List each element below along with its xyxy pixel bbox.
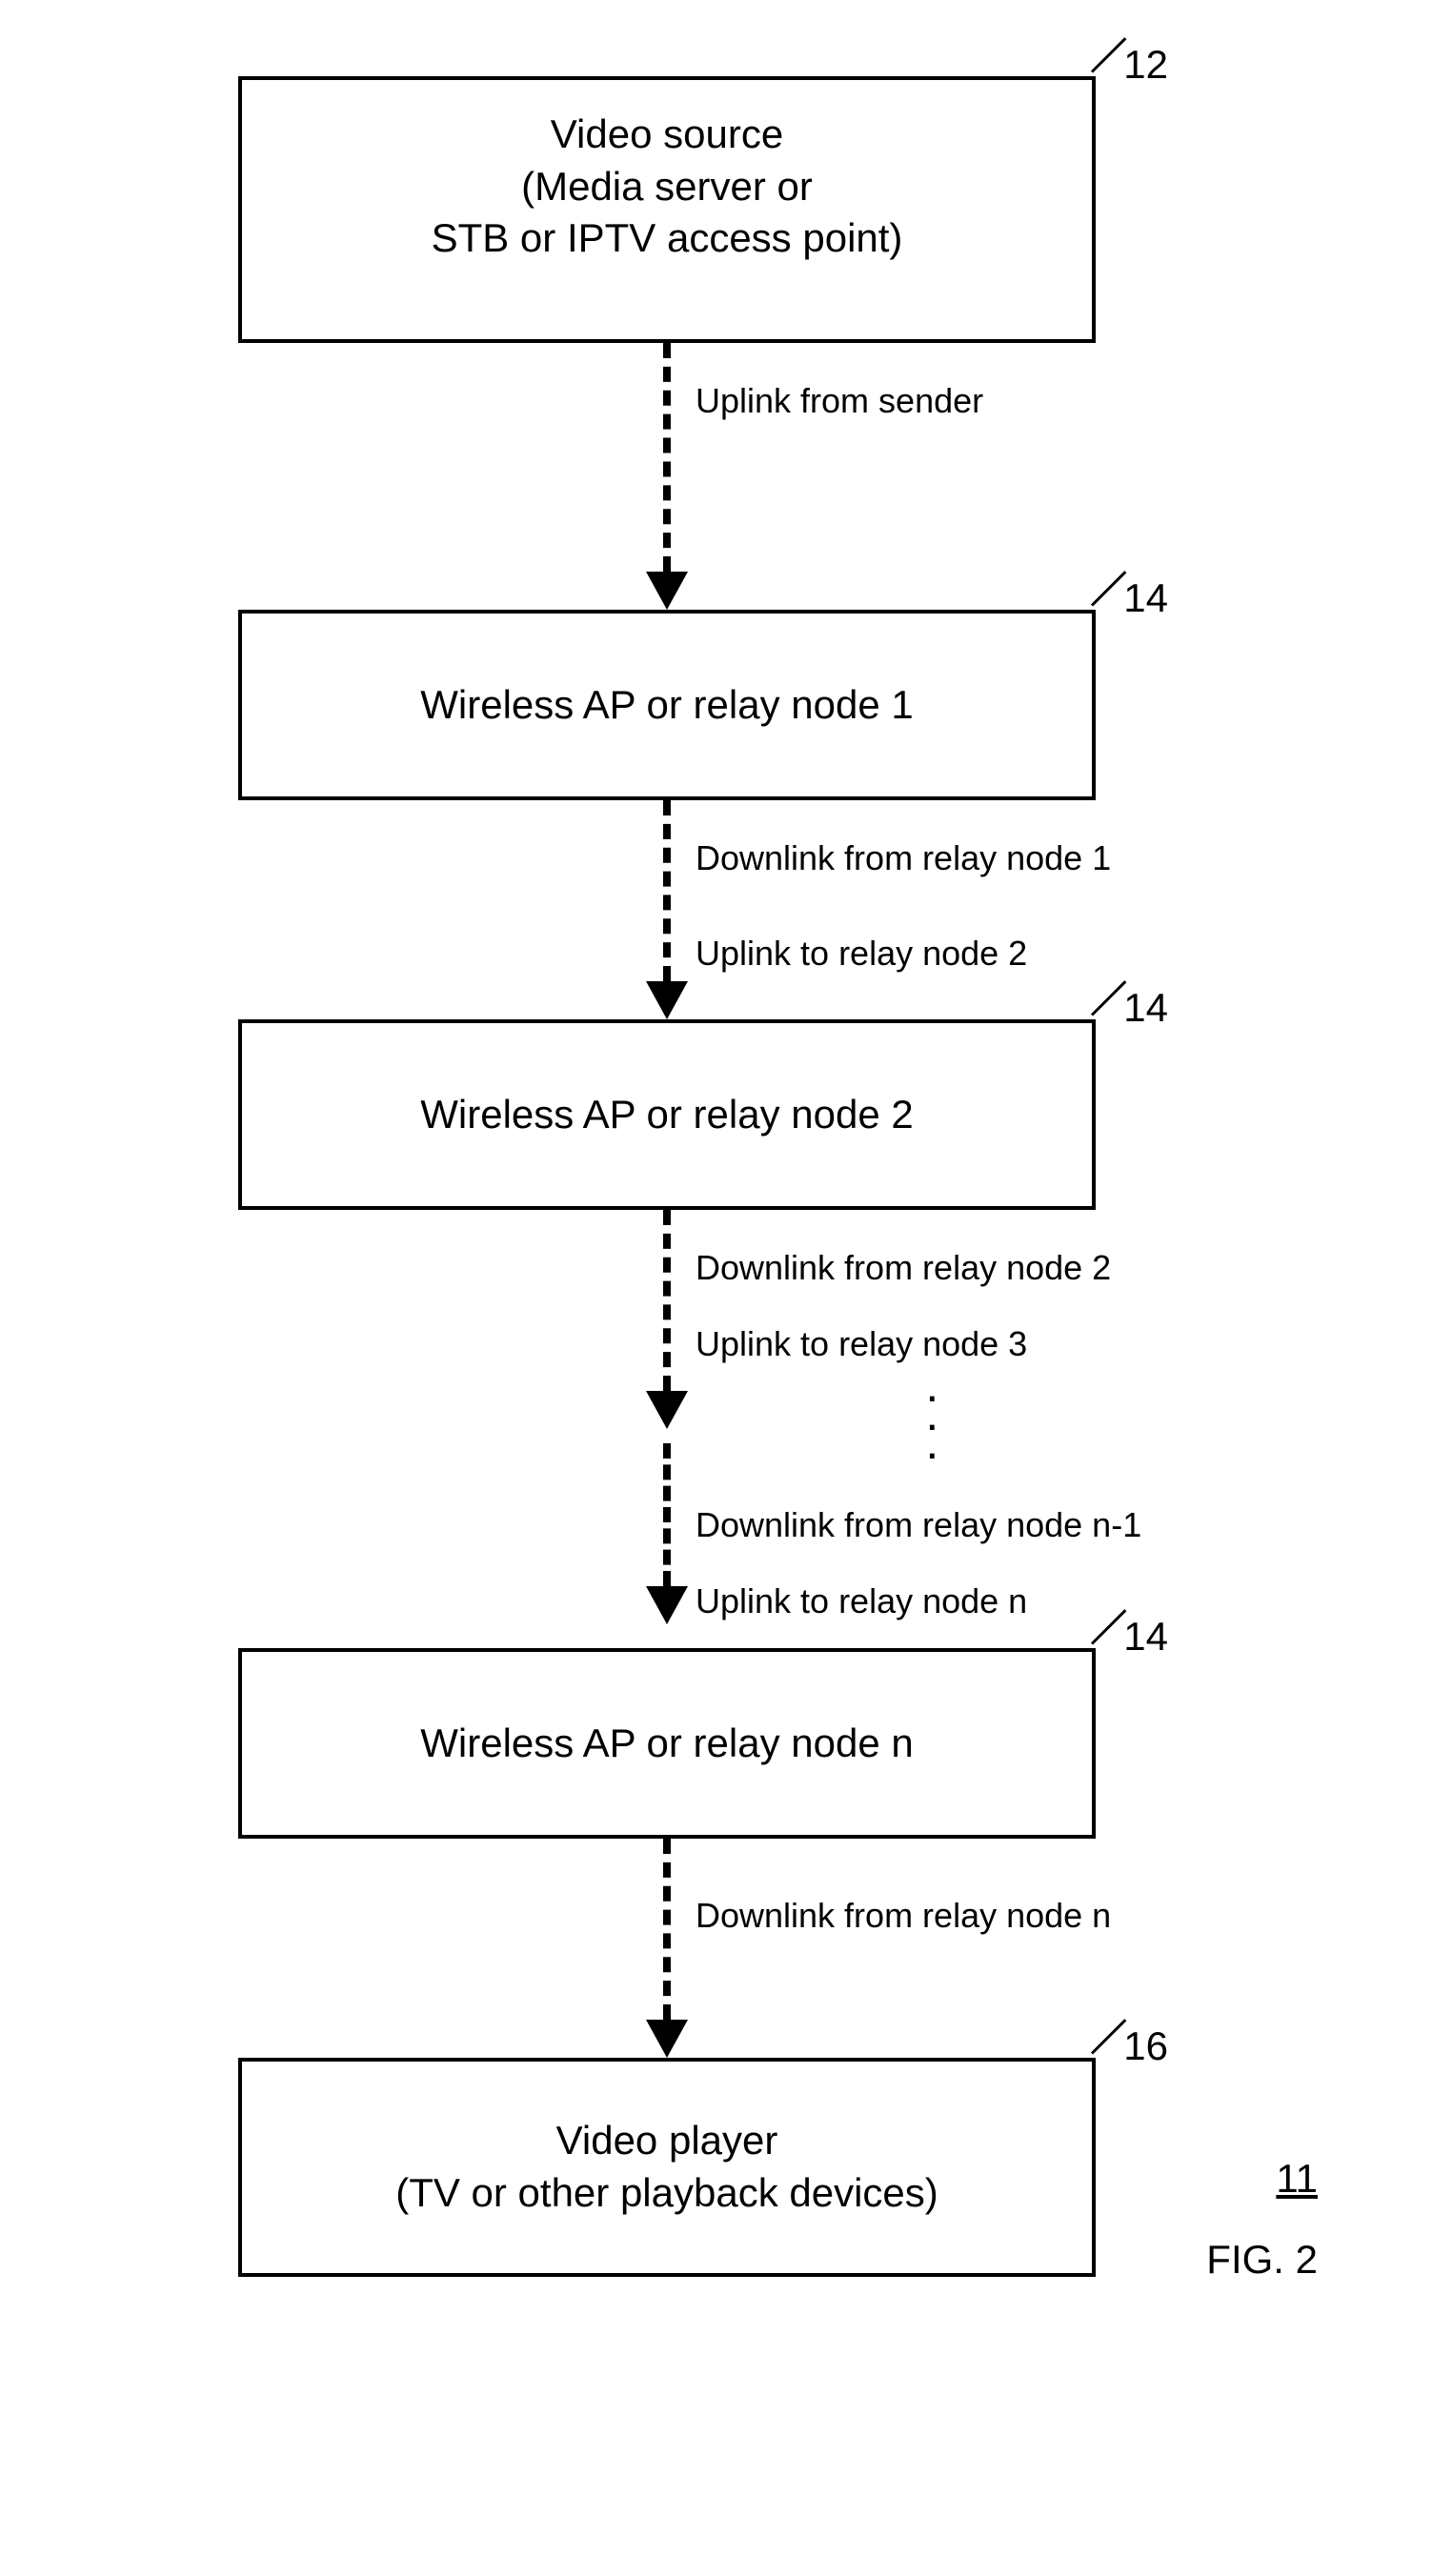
node-text: Video player (TV or other playback devic… — [395, 2115, 938, 2219]
arrow-container — [663, 800, 671, 981]
arrow-label: Downlink from relay node 2 — [696, 1248, 1111, 1288]
ref-stroke — [1091, 980, 1126, 1016]
ref-label-14: 14 — [1123, 985, 1168, 1031]
ref-label-16: 16 — [1123, 2023, 1168, 2069]
arrow-label: Uplink to relay node n — [696, 1581, 1027, 1621]
dashed-arrow-line — [663, 1210, 671, 1391]
arrow-container — [663, 1839, 671, 2020]
arrowhead-icon — [646, 1586, 688, 1624]
ref-label-12: 12 — [1123, 42, 1168, 88]
arrow-container — [663, 343, 671, 572]
arrowhead-icon — [646, 981, 688, 1019]
ref-stroke — [1091, 37, 1126, 72]
arrow-label: Downlink from relay node 1 — [696, 838, 1111, 878]
arrow-section-2: Downlink from relay node 1 Uplink to rel… — [238, 800, 1096, 1019]
node-line: (TV or other playback devices) — [395, 2167, 938, 2220]
flowchart-diagram: 12 Video source (Media server or STB or … — [95, 76, 1239, 2277]
arrow-label: Uplink to relay node 2 — [696, 934, 1027, 974]
ref-label-14: 14 — [1123, 575, 1168, 621]
arrow-section-3: ··· Downlink from relay node 2 Uplink to… — [238, 1210, 1096, 1648]
node-relay-n: 14 Wireless AP or relay node n — [238, 1648, 1096, 1839]
node-line: (Media server or — [280, 161, 1054, 213]
node-relay-1: 14 Wireless AP or relay node 1 — [238, 610, 1096, 800]
node-line: Video player — [395, 2115, 938, 2167]
arrowhead-icon — [646, 572, 688, 610]
arrowhead-icon — [646, 2020, 688, 2058]
figure-number: 11 — [1206, 2143, 1318, 2215]
node-text: Wireless AP or relay node 2 — [420, 1089, 913, 1141]
ref-stroke — [1091, 2019, 1126, 2054]
node-relay-2: 14 Wireless AP or relay node 2 — [238, 1019, 1096, 1210]
ref-stroke — [1091, 1609, 1126, 1644]
arrow-section-1: Uplink from sender — [238, 343, 1096, 610]
ref-stroke — [1091, 571, 1126, 606]
node-video-source: 12 Video source (Media server or STB or … — [238, 76, 1096, 343]
node-line: Video source — [280, 109, 1054, 161]
dashed-arrow-line — [663, 800, 671, 981]
arrow-label: Downlink from relay node n-1 — [696, 1505, 1141, 1545]
node-line: STB or IPTV access point) — [280, 212, 1054, 265]
node-text: Video source (Media server or STB or IPT… — [280, 109, 1054, 265]
node-video-player: 16 Video player (TV or other playback de… — [238, 2058, 1096, 2277]
arrow-label: Downlink from relay node n — [696, 1896, 1111, 1936]
arrow-container — [646, 1210, 688, 1586]
figure-caption: FIG. 2 — [1206, 2224, 1318, 2296]
arrow-label: Uplink from sender — [696, 381, 983, 421]
dashed-arrow-line — [663, 343, 671, 572]
arrowhead-icon — [646, 1391, 688, 1429]
ref-label-14: 14 — [1123, 1614, 1168, 1660]
arrow-section-4: Downlink from relay node n — [238, 1839, 1096, 2058]
figure-label: 11 FIG. 2 — [1206, 2143, 1318, 2296]
arrow-label: Uplink to relay node 3 — [696, 1324, 1027, 1364]
node-text: Wireless AP or relay node 1 — [420, 679, 913, 732]
dashed-arrow-line — [663, 1443, 671, 1586]
dashed-arrow-line — [663, 1839, 671, 2020]
vertical-dots-icon: ··· — [924, 1381, 940, 1467]
node-text: Wireless AP or relay node n — [420, 1718, 913, 1770]
